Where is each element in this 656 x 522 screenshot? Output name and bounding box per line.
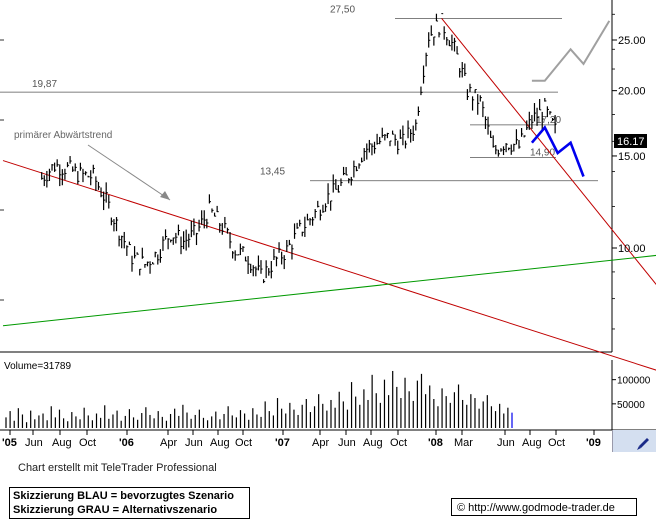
x-tick-label: Aug xyxy=(522,437,542,449)
annotation-arrow-head xyxy=(160,191,170,200)
x-tick-label: Oct xyxy=(235,437,252,449)
annotation-arrow-shaft xyxy=(87,144,171,201)
y-tick-label: 25.00 xyxy=(618,35,646,47)
volume-label: Volume=31789 xyxy=(4,361,71,372)
pencil-icon xyxy=(637,438,649,450)
last-price-badge: 16.17 xyxy=(614,134,647,148)
x-tick-label: Aug xyxy=(363,437,383,449)
level-label: 14,90 xyxy=(530,147,555,158)
last-price-label: 16.17 xyxy=(617,136,645,148)
scenarios xyxy=(530,20,611,177)
legend-grey: Skizzierung GRAU = Alternativszenario xyxy=(13,504,218,516)
legend-blue: Skizzierung BLAU = bevorzugtes Szenario xyxy=(13,490,234,502)
trendline xyxy=(2,254,656,327)
scenario-grey-path xyxy=(531,20,611,82)
x-axis-ticks: '05 Jun Aug Oct '06 Apr Jun Aug Oct '07 Apr Jun Aug O… xyxy=(2,430,601,449)
x-tick-label: Oct xyxy=(390,437,407,449)
x-tick-label: Jun xyxy=(25,437,43,449)
chart-credit: Chart erstellt mit TeleTrader Profession… xyxy=(18,462,217,474)
x-tick-label: Apr xyxy=(160,437,177,449)
x-tick-label: Oct xyxy=(548,437,565,449)
trendlines xyxy=(2,18,656,371)
volume-tick-label: 50000 xyxy=(617,400,645,411)
x-tick-label: '07 xyxy=(275,437,290,449)
x-tick-label: Mar xyxy=(454,437,473,449)
trendline xyxy=(2,160,656,371)
x-tick-label: '05 xyxy=(2,437,17,449)
level-label: 13,45 xyxy=(260,167,285,178)
level-label: 19,87 xyxy=(32,79,57,90)
price-panel: 27,50 19,87 17,20 14,90 13,45 25.00 20.00 15.0… xyxy=(0,0,656,371)
volume-y-ticks: 100000 50000 xyxy=(612,376,651,411)
x-tick-label: Jun xyxy=(185,437,203,449)
x-tick-label: '08 xyxy=(428,437,443,449)
x-tick-label: Aug xyxy=(210,437,230,449)
volume-bars xyxy=(5,370,513,428)
volume-tick-label: 100000 xyxy=(617,376,651,387)
level-label: 17,20 xyxy=(536,115,561,126)
annotation-label: primärer Abwärtstrend xyxy=(14,130,112,141)
x-tick-label: Jun xyxy=(338,437,356,449)
x-tick-label: '09 xyxy=(586,437,601,449)
x-tick-label: Aug xyxy=(52,437,72,449)
y-tick-label: 20.00 xyxy=(618,86,646,98)
x-tick-label: '06 xyxy=(119,437,134,449)
scenario-blue-path xyxy=(530,125,585,177)
y-tick-label: 10.00 xyxy=(618,243,646,255)
x-tick-label: Jun xyxy=(497,437,515,449)
x-tick-label: Oct xyxy=(79,437,96,449)
source-url[interactable]: © http://www.godmode-trader.de xyxy=(451,498,637,516)
volume-panel: Volume=31789 100000 50000 xyxy=(0,360,656,431)
price-series xyxy=(41,13,557,284)
price-y-ticks: 25.00 20.00 15.00 10.00 xyxy=(0,13,646,330)
y-tick-label: 15.00 xyxy=(618,151,646,163)
chart-menu-button[interactable] xyxy=(612,430,656,452)
x-tick-label: Apr xyxy=(312,437,329,449)
trendline xyxy=(441,18,656,286)
annotation: primärer Abwärtstrend xyxy=(14,130,171,201)
level-label: 27,50 xyxy=(330,4,355,15)
scenario-legend: Skizzierung BLAU = bevorzugtes Szenario … xyxy=(9,487,250,519)
